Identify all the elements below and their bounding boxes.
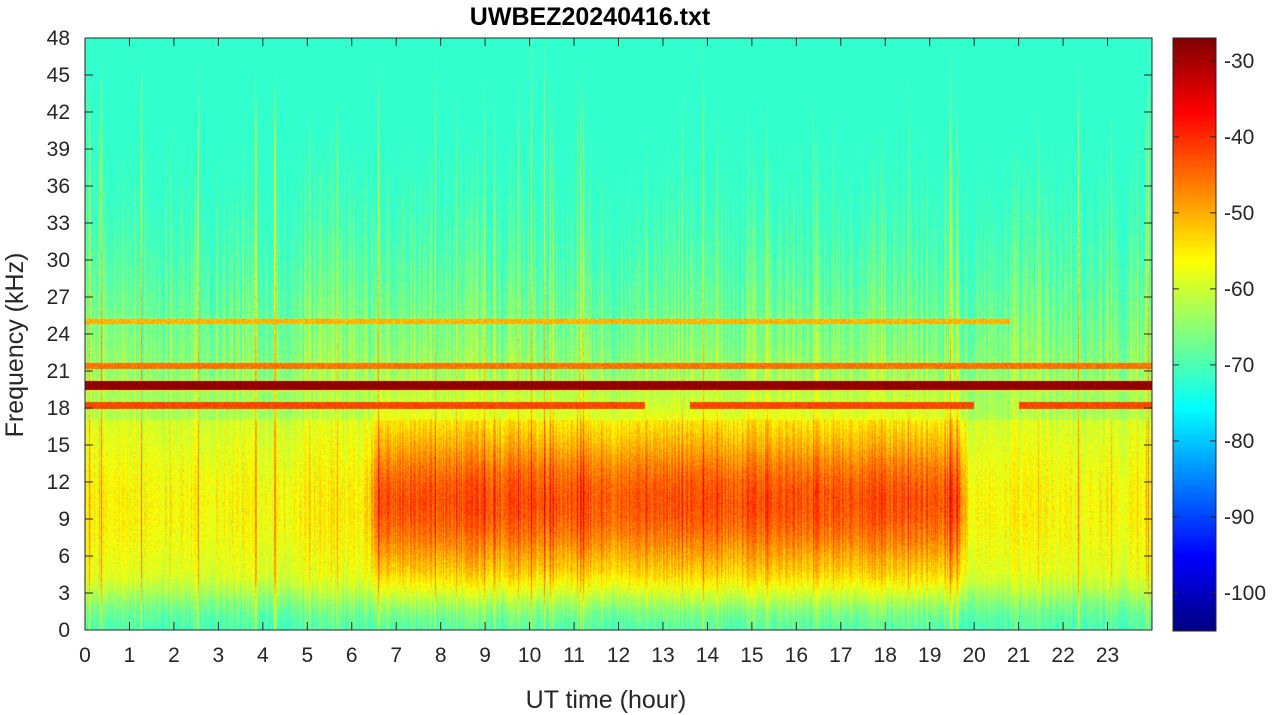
colorbar-tick-label: -100 bbox=[1224, 582, 1266, 605]
y-axis-label: Frequency (kHz) bbox=[1, 253, 29, 438]
x-tick-label: 10 bbox=[518, 644, 541, 667]
colorbar-tick-label: -50 bbox=[1224, 202, 1254, 225]
y-tick-label: 3 bbox=[58, 582, 70, 605]
x-axis: 0 1 2 3 4 5 6 7 8 9 10 11 12 13 14 15 16 17 18 19 20 21 22 23 bbox=[79, 38, 1119, 667]
colorbar-ticks: -30 -40 -50 -60 -70 -80 -90 -100 bbox=[1173, 50, 1266, 605]
y-tick-label: 30 bbox=[47, 249, 70, 272]
x-tick-label: 17 bbox=[829, 644, 852, 667]
y-tick-label: 39 bbox=[47, 138, 70, 161]
x-tick-label: 21 bbox=[1007, 644, 1030, 667]
y-tick-label: 33 bbox=[47, 212, 70, 235]
y-tick-label: 9 bbox=[58, 508, 70, 531]
x-tick-label: 13 bbox=[651, 644, 674, 667]
y-tick-label: 6 bbox=[58, 545, 70, 568]
colorbar-tick-label: -60 bbox=[1224, 278, 1254, 301]
spectrogram-image bbox=[85, 38, 1152, 630]
x-tick-label: 11 bbox=[563, 644, 585, 667]
colorbar-tick-label: -40 bbox=[1224, 126, 1254, 149]
x-tick-label: 18 bbox=[874, 644, 897, 667]
x-tick-label: 1 bbox=[124, 644, 136, 667]
y-tick-label: 42 bbox=[47, 101, 70, 124]
x-tick-label: 8 bbox=[435, 644, 447, 667]
y-tick-label: 18 bbox=[47, 397, 70, 420]
colorbar-tick-label: -70 bbox=[1224, 354, 1254, 377]
x-tick-label: 9 bbox=[479, 644, 491, 667]
y-tick-label: 15 bbox=[47, 434, 70, 457]
colorbar-tick-label: -80 bbox=[1224, 430, 1254, 453]
x-tick-label: 0 bbox=[79, 644, 91, 667]
y-tick-label: 24 bbox=[47, 323, 71, 346]
x-tick-label: 23 bbox=[1096, 644, 1119, 667]
y-tick-label: 36 bbox=[47, 175, 70, 198]
y-tick-label: 45 bbox=[47, 64, 70, 87]
y-tick-label: 21 bbox=[47, 360, 70, 383]
colorbar-frame bbox=[1172, 37, 1217, 632]
colorbar: -30 -40 -50 -60 -70 -80 -90 -100 bbox=[1172, 37, 1266, 632]
x-tick-label: 7 bbox=[390, 644, 402, 667]
y-tick-label: 0 bbox=[58, 619, 70, 642]
plot-area bbox=[84, 37, 1153, 631]
x-tick-label: 20 bbox=[962, 644, 985, 667]
y-tick-label: 12 bbox=[47, 471, 70, 494]
x-tick-label: 3 bbox=[213, 644, 225, 667]
x-tick-label: 5 bbox=[301, 644, 313, 667]
x-tick-label: 16 bbox=[785, 644, 808, 667]
x-tick-label: 14 bbox=[696, 644, 720, 667]
y-tick-label: 48 bbox=[47, 27, 70, 50]
x-tick-label: 15 bbox=[740, 644, 763, 667]
x-tick-label: 4 bbox=[257, 644, 269, 667]
x-axis-label: UT time (hour) bbox=[526, 686, 687, 714]
x-tick-label: 12 bbox=[607, 644, 630, 667]
x-tick-label: 6 bbox=[346, 644, 358, 667]
x-tick-label: 2 bbox=[168, 644, 180, 667]
colorbar-tick-label: -90 bbox=[1224, 506, 1254, 529]
colorbar-tick-label: -30 bbox=[1224, 50, 1254, 73]
y-tick-label: 27 bbox=[47, 286, 70, 309]
chart-title: UWBEZ20240416.txt bbox=[470, 3, 711, 31]
x-tick-label: 22 bbox=[1051, 644, 1074, 667]
x-tick-label: 19 bbox=[918, 644, 941, 667]
colorbar-gradient bbox=[1173, 38, 1216, 631]
